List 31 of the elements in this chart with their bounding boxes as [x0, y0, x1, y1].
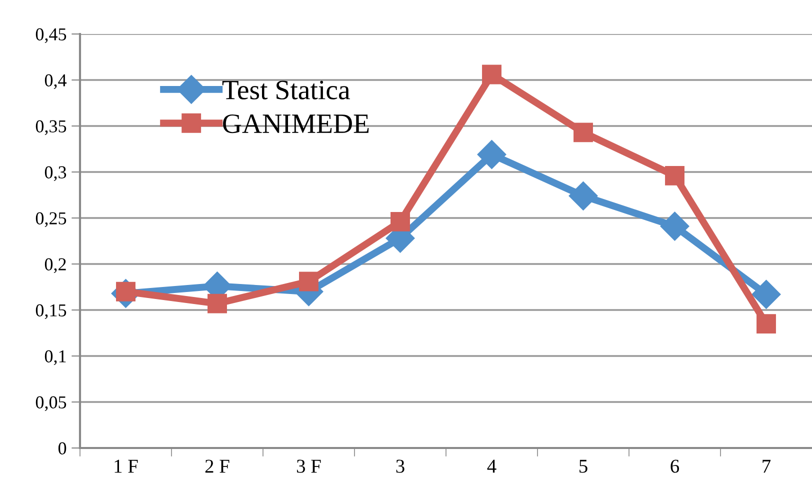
point: [390, 212, 410, 232]
y-tick-label: 0,25: [36, 212, 66, 228]
y-tick-label: 0: [58, 442, 66, 454]
legend-label: Test Statica: [222, 80, 350, 100]
y-tick-label: 0,3: [44, 166, 66, 182]
x-tick-label: 2 F: [205, 460, 230, 473]
x-tick-label: 3 F: [296, 460, 321, 473]
x-tick-label: 3: [396, 460, 404, 473]
y-tick-label: 0,05: [36, 396, 66, 412]
point: [208, 294, 227, 314]
point: [660, 212, 690, 241]
y-tick-label: 0,15: [36, 304, 66, 320]
y-tick-label: 0,35: [36, 120, 66, 136]
x-tick-label: 1 F: [114, 460, 138, 473]
point: [752, 280, 781, 309]
x-tick-label: 4: [487, 460, 496, 473]
point: [482, 64, 502, 84]
x-tick-label: 7: [762, 460, 771, 473]
y-tick-label: 0,4: [44, 74, 67, 90]
point: [299, 272, 318, 292]
point: [477, 140, 506, 169]
point: [756, 314, 776, 334]
x-tick-label: 5: [580, 460, 588, 473]
y-tick-label: 0,45: [36, 28, 66, 44]
point: [568, 181, 598, 210]
legend-label: GANIMEDE: [223, 114, 369, 134]
y-tick-label: 0,1: [44, 350, 66, 366]
point: [665, 166, 684, 186]
y-tick-label: 0,2: [44, 258, 66, 274]
x-tick-label: 6: [670, 460, 680, 473]
point: [574, 122, 593, 142]
